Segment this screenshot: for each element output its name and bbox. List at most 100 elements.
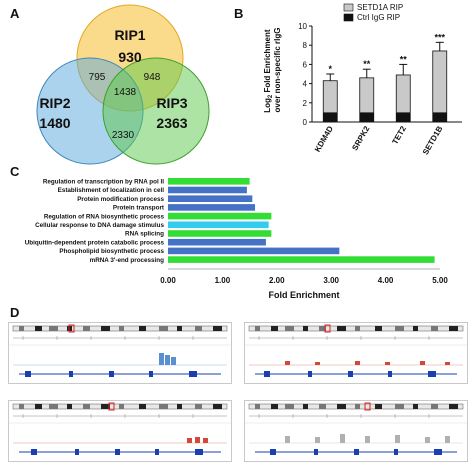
chromosome-band [255, 326, 260, 331]
panel-label-c: C [10, 164, 20, 179]
legend-label: Ctrl IgG RIP [357, 13, 400, 22]
category-label: mRNA 3'-end processing [90, 257, 165, 264]
coverage-peak [315, 437, 320, 443]
panel-label-a: A [10, 6, 20, 21]
chromosome-band [195, 326, 202, 331]
enrichment-bar [168, 212, 272, 220]
horizontal-bar-chart: Regulation of transcription by RNA pol I… [25, 178, 448, 300]
category-label: Protein transport [113, 205, 165, 212]
chromosome-band [177, 404, 182, 409]
chromosome-band [271, 404, 278, 409]
enrichment-bar [168, 221, 269, 229]
region-marker [364, 402, 371, 411]
gene-exon [149, 371, 153, 377]
genome-track-screenshot [8, 400, 232, 462]
y-axis-label: Log2 Fold Enrichment over non-specific r… [263, 27, 282, 113]
chromosome-band [285, 326, 294, 331]
coverage-peak [385, 362, 390, 365]
bar-setd1a-rip [432, 50, 448, 123]
gene-exon [264, 371, 270, 377]
enrichment-bar [168, 204, 256, 211]
y-tick-label: 10 [298, 22, 307, 31]
chromosome-band [319, 404, 326, 409]
legend-swatch [343, 3, 354, 12]
chromosome-band [83, 326, 90, 331]
x-tick-label: 3.00 [323, 276, 339, 285]
chromosome-band [303, 404, 308, 409]
gene-exon [115, 449, 120, 455]
coverage-peak [187, 438, 192, 443]
coverage-peak [395, 435, 400, 443]
gene-exon [75, 449, 79, 455]
category-label: Regulation of RNA biosynthetic process [44, 213, 165, 220]
bar-ctrl-igg-rip [359, 112, 374, 122]
enrichment-bar [168, 195, 253, 202]
coverage-peak [425, 437, 430, 443]
chromosome-band [449, 326, 458, 331]
chromosome-band [213, 326, 222, 331]
venn-count-rip1: 930 [118, 49, 142, 65]
enrichment-bar [168, 178, 250, 185]
enrichment-bar [168, 230, 272, 237]
category-label: Regulation of transcription by RNA pol I… [43, 179, 164, 186]
coverage-peak [340, 434, 345, 443]
coverage-peak [165, 355, 170, 365]
x-tick-label: KDM4D [313, 124, 335, 153]
venn-label-rip1: RIP1 [114, 27, 145, 43]
chromosome-band [177, 326, 182, 331]
gene-exon [189, 371, 197, 377]
chromosome-band [83, 404, 90, 409]
chromosome-band [159, 404, 168, 409]
gene-exon [270, 449, 276, 455]
legend-label: SETD1A RIP [357, 3, 403, 12]
chromosome-band [213, 404, 222, 409]
x-tick-label: 4.00 [378, 276, 394, 285]
chromosome-band [395, 326, 404, 331]
coverage-peak [195, 437, 200, 443]
panel-label-d: D [10, 305, 20, 320]
x-tick-label: TET2 [390, 124, 408, 146]
venn-count-rip2: 1480 [39, 115, 70, 131]
gene-exon [434, 449, 442, 455]
coverage-peak [420, 361, 425, 365]
chromosome-band [337, 404, 346, 409]
category-label: Phospholipid biosynthetic process [59, 248, 164, 255]
venn-circle-rip3 [102, 57, 210, 165]
venn-label-rip2: RIP2 [39, 95, 70, 111]
chromosome-band [413, 404, 418, 409]
chromosome-band [139, 326, 146, 331]
x-tick-label: SRPK2 [350, 124, 371, 152]
gene-exon [354, 449, 359, 455]
gene-exon [195, 449, 203, 455]
venn-overlap-rip2-rip3: 2330 [112, 130, 135, 141]
enrichment-bar [168, 256, 435, 263]
chromosome-band [49, 326, 58, 331]
gene-exon [109, 371, 114, 377]
chromosome-band [119, 404, 124, 409]
chromosome-band [375, 326, 382, 331]
region-marker [68, 324, 75, 333]
category-label: Protein modification process [77, 196, 164, 203]
coverage-peak [285, 361, 290, 365]
coverage-peak [203, 438, 208, 443]
chromosome-band [101, 404, 110, 409]
category-label: RNA splicing [125, 231, 164, 238]
enrichment-bar [168, 247, 340, 255]
chromosome-band [337, 326, 346, 331]
venn-overlap-rip1-rip2: 795 [89, 72, 106, 83]
bar-ctrl-igg-rip [432, 112, 447, 122]
chromosome-band [395, 404, 404, 409]
genome-track-screenshot [244, 322, 468, 384]
x-tick-label: 2.00 [269, 276, 285, 285]
venn-count-rip3: 2363 [156, 115, 187, 131]
chromosome-band [195, 404, 202, 409]
panel-label-b: B [234, 6, 244, 21]
chromosome-band [49, 404, 58, 409]
gene-exon [394, 449, 398, 455]
chromosome-band [431, 404, 438, 409]
stacked-bar-chart: 0 2 4 6 8 10 * KDM4D ** SRPK2 ** TET2 *** SETD1B SET… [263, 3, 462, 156]
gene-exon [25, 371, 31, 377]
bar-ctrl-igg-rip [396, 112, 411, 122]
chromosome-band [35, 404, 42, 409]
genome-track-screenshot [8, 322, 232, 384]
